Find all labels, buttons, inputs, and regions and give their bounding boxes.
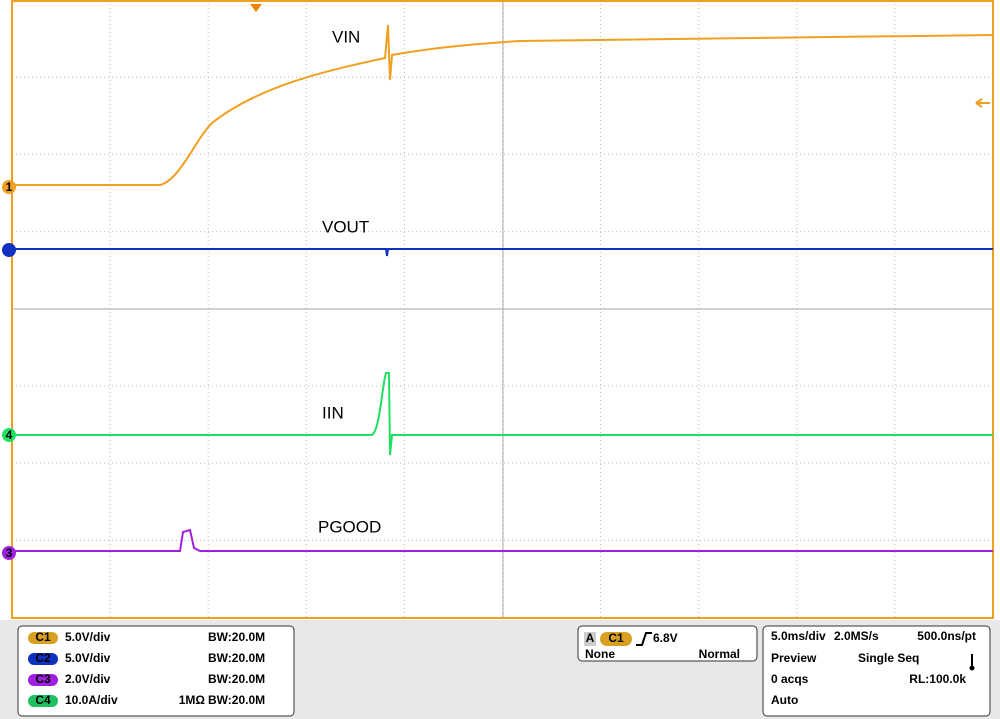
channel-marker xyxy=(2,546,16,560)
sample-rate: 2.0MS/s xyxy=(834,629,879,643)
channel-bandwidth: BW:20.0M xyxy=(208,651,265,665)
channel-marker xyxy=(2,428,16,442)
iin-trace xyxy=(12,372,993,456)
channel-badge-text: C2 xyxy=(35,651,51,665)
channel-marker xyxy=(2,180,16,194)
trigger-id-box xyxy=(584,632,596,646)
trigger-source-badge xyxy=(600,632,632,646)
channel-marker xyxy=(2,243,16,257)
channel-badge-text: C4 xyxy=(35,693,51,707)
channel-badge-text: C1 xyxy=(35,630,51,644)
channel-scale: 5.0V/div xyxy=(65,651,111,665)
acq-state: Preview xyxy=(771,651,817,665)
channel-badge-text: C3 xyxy=(35,672,51,686)
auto: Auto xyxy=(771,693,798,707)
vout-trace xyxy=(12,248,993,257)
channel-badge xyxy=(28,653,58,665)
channel-badge xyxy=(28,695,58,707)
trigger-position xyxy=(250,4,262,12)
graticule xyxy=(11,0,994,619)
marker-label: 4 xyxy=(6,428,13,442)
channel-badge xyxy=(28,632,58,644)
resolution: 500.0ns/pt xyxy=(917,629,976,643)
channel-scale: 5.0V/div xyxy=(65,630,111,644)
marker-label: 1 xyxy=(6,180,13,194)
trigger-id: A xyxy=(586,631,595,645)
channel-scale: 10.0A/div xyxy=(65,693,118,707)
trigger-level xyxy=(975,98,990,108)
graticule-border xyxy=(11,0,994,619)
slope-icon xyxy=(636,632,652,646)
acq-count: 0 acqs xyxy=(771,672,809,686)
channel-bandwidth: BW:20.0M xyxy=(208,693,265,707)
trigger-mode: Normal xyxy=(699,647,740,661)
channel-bandwidth: BW:20.0M xyxy=(208,672,265,686)
trigger-source: C1 xyxy=(608,631,624,645)
trigger-level-text: 6.8V xyxy=(653,631,678,645)
timebase-box[interactable] xyxy=(762,625,991,717)
marker-label: 3 xyxy=(6,546,13,560)
trace-label: PGOOD xyxy=(318,517,381,536)
trigger-coupling: None xyxy=(585,647,615,661)
channel-bandwidth: BW:20.0M xyxy=(208,630,265,644)
run-icon xyxy=(969,665,975,671)
channel-impedance: 1MΩ xyxy=(179,693,206,707)
trace-label: VOUT xyxy=(322,217,369,236)
trace-label: IIN xyxy=(322,403,344,422)
trace-label: VIN xyxy=(332,27,360,46)
channel-box[interactable] xyxy=(17,625,295,717)
record-length: RL:100.0k xyxy=(909,672,966,686)
pgood-trace xyxy=(12,528,993,552)
channel-scale: 2.0V/div xyxy=(65,672,111,686)
acq-mode: Single Seq xyxy=(858,651,919,665)
channel-badge xyxy=(28,674,58,686)
time-scale: 5.0ms/div xyxy=(771,629,826,643)
